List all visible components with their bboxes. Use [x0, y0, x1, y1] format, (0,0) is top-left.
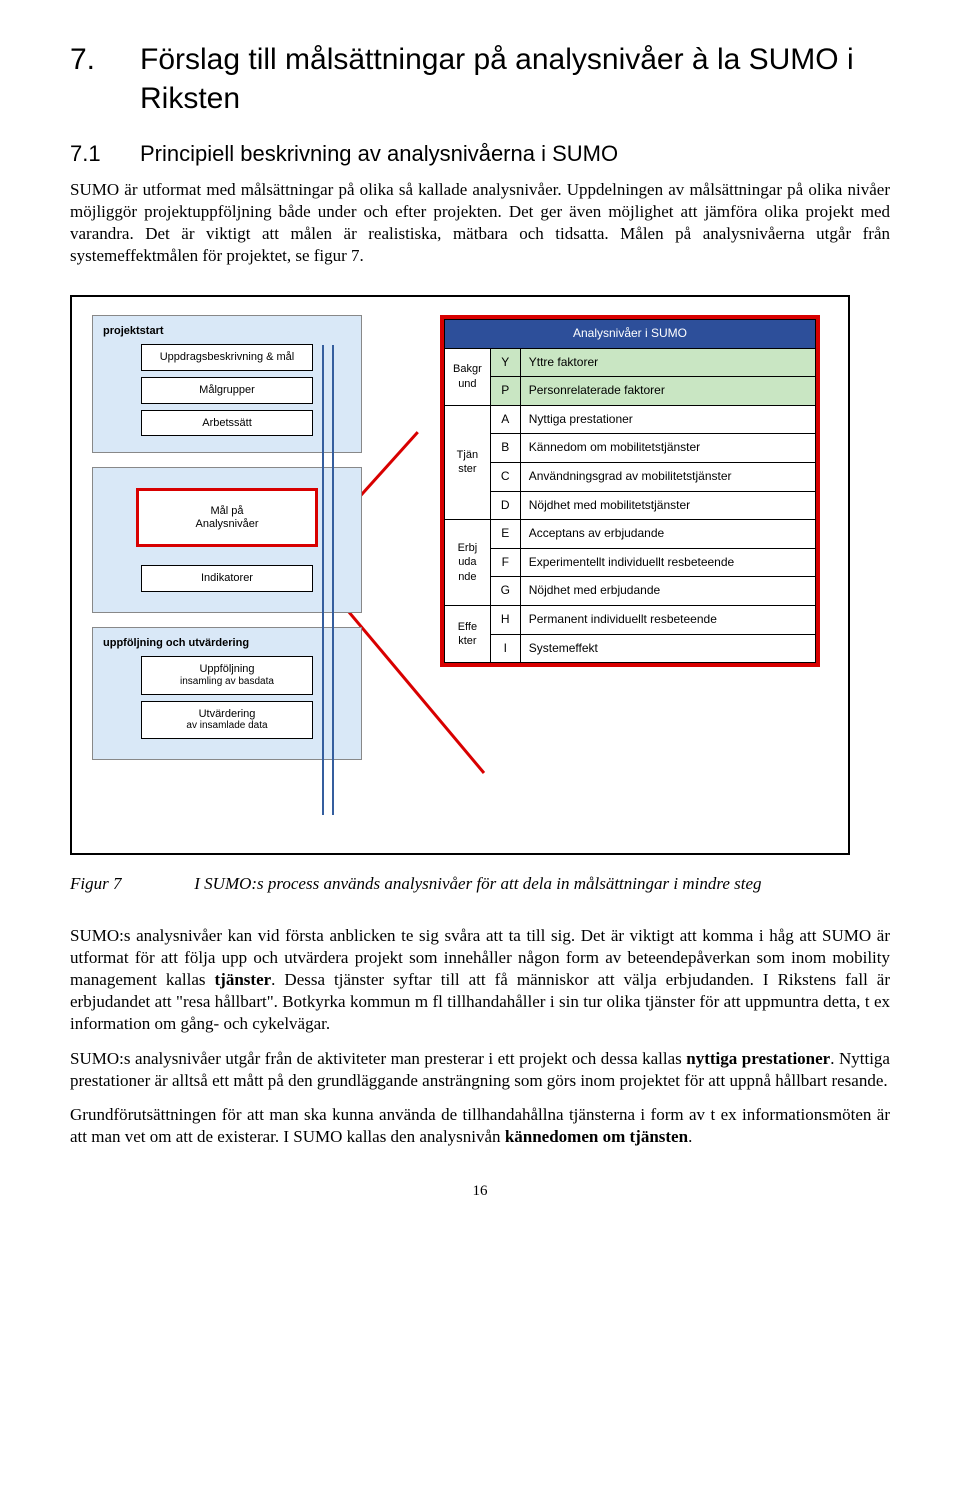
level-label: Systemeffekt [520, 634, 815, 663]
section-heading: 7. Förslag till målsättningar på analysn… [70, 40, 890, 118]
text-bold: tjänster [215, 970, 272, 989]
figure-label: Figur 7 [70, 873, 190, 895]
group-side-label: Erbj uda nde [445, 520, 491, 606]
figure-text: I SUMO:s process används analysnivåer fö… [194, 874, 761, 893]
text-run: Grundförutsättningen för att man ska kun… [70, 1105, 890, 1146]
level-code: E [490, 520, 520, 549]
level-code: P [490, 377, 520, 406]
figure-caption: Figur 7 I SUMO:s process används analysn… [70, 873, 890, 895]
level-code: B [490, 434, 520, 463]
section-title: Förslag till målsättningar på analysnivå… [140, 40, 890, 118]
group-side-label: Bakgr und [445, 348, 491, 405]
right-table-panel: Analysnivåer i SUMO Bakgr und Y Yttre fa… [440, 315, 820, 667]
box-line: Mål på [210, 505, 243, 517]
level-code: C [490, 462, 520, 491]
level-code: G [490, 577, 520, 606]
level-code: H [490, 605, 520, 634]
page-number: 16 [70, 1182, 890, 1202]
box-subline: insamling av basdata [146, 676, 308, 688]
process-box: Uppdragsbeskrivning & mål [141, 344, 313, 371]
level-label: Acceptans av erbjudande [520, 520, 815, 549]
box-subline: av insamlade data [146, 720, 308, 732]
text-run: . [688, 1127, 692, 1146]
text-bold: kännedomen om tjänsten [505, 1127, 688, 1146]
level-label: Personrelaterade faktorer [520, 377, 815, 406]
left-process-panel: projektstart Uppdragsbeskrivning & mål M… [92, 315, 362, 774]
box-line: Uppföljning [199, 663, 254, 675]
level-label: Permanent individuellt resbeteende [520, 605, 815, 634]
subsection-title: Principiell beskrivning av analysnivåern… [140, 140, 618, 169]
paragraph: Grundförutsättningen för att man ska kun… [70, 1104, 890, 1148]
section-number: 7. [70, 40, 140, 118]
level-code: Y [490, 348, 520, 377]
paragraph: SUMO:s analysnivåer kan vid första anbli… [70, 925, 890, 1035]
paragraph: SUMO:s analysnivåer utgår från de aktivi… [70, 1048, 890, 1092]
level-label: Experimentellt individuellt resbeteende [520, 548, 815, 577]
process-box: Arbetssätt [141, 410, 313, 437]
text-run: SUMO:s analysnivåer utgår från de aktivi… [70, 1049, 686, 1068]
table-header: Analysnivåer i SUMO [445, 319, 816, 348]
subsection-heading: 7.1 Principiell beskrivning av analysniv… [70, 140, 890, 169]
level-code: D [490, 491, 520, 520]
group-title: uppföljning och utvärdering [103, 636, 351, 650]
process-box: Indikatorer [141, 565, 313, 592]
paragraph: SUMO är utformat med målsättningar på ol… [70, 179, 890, 267]
text-bold: nyttiga prestationer [686, 1049, 830, 1068]
level-code: A [490, 405, 520, 434]
process-box: Utvärdering av insamlade data [141, 701, 313, 739]
process-box-highlight: Mål på Analysnivåer [136, 488, 318, 547]
level-label: Yttre faktorer [520, 348, 815, 377]
level-label: Användningsgrad av mobilitetstjänster [520, 462, 815, 491]
level-label: Nöjdhet med mobilitetstjänster [520, 491, 815, 520]
table-red-border: Analysnivåer i SUMO Bakgr und Y Yttre fa… [440, 315, 820, 667]
figure-diagram: projektstart Uppdragsbeskrivning & mål M… [70, 295, 850, 855]
subsection-number: 7.1 [70, 140, 140, 169]
level-label: Nöjdhet med erbjudande [520, 577, 815, 606]
level-code: I [490, 634, 520, 663]
level-label: Nyttiga prestationer [520, 405, 815, 434]
process-box: Målgrupper [141, 377, 313, 404]
group-title: projektstart [103, 324, 351, 338]
connector-vline [322, 345, 324, 815]
sumo-levels-table: Analysnivåer i SUMO Bakgr und Y Yttre fa… [444, 319, 816, 663]
group-side-label: Effe kter [445, 605, 491, 662]
connector-vline [332, 345, 334, 815]
group-side-label: Tjän ster [445, 405, 491, 519]
box-line: Analysnivåer [196, 518, 259, 530]
level-code: F [490, 548, 520, 577]
process-box: Uppföljning insamling av basdata [141, 656, 313, 694]
level-label: Kännedom om mobilitetstjänster [520, 434, 815, 463]
box-line: Utvärdering [199, 708, 256, 720]
